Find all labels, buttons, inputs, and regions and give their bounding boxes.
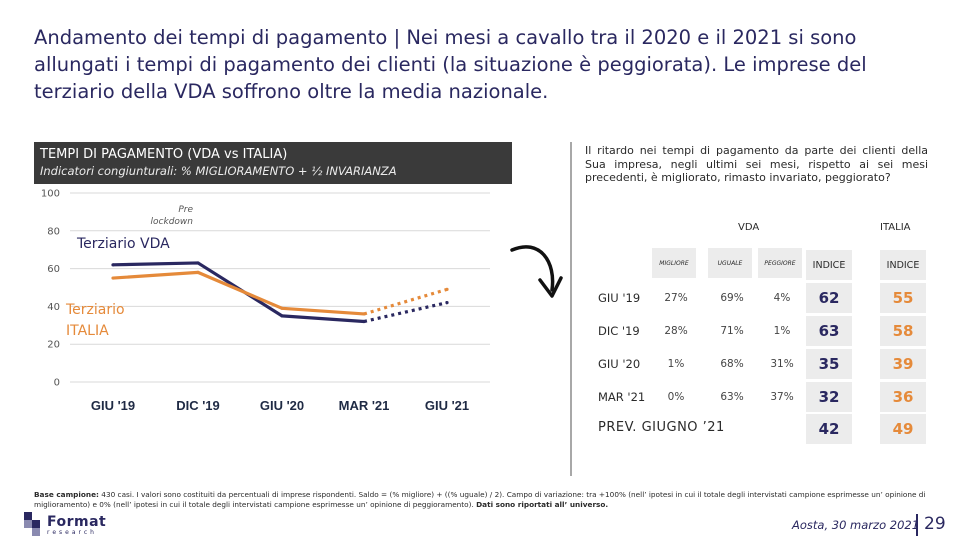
x-tick-label: GIU '20 (260, 398, 304, 413)
table-cell-uguale: 71% (720, 325, 744, 337)
data-point (196, 261, 200, 265)
footnote-text: 430 casi. I valori sono costituiti da pe… (34, 490, 926, 509)
series-forecast-italia (363, 287, 448, 316)
page-number: 29 (924, 514, 946, 534)
slide-title: Andamento dei tempi di pagamento | Nei m… (34, 24, 934, 105)
table-cell-peggiore: 1% (773, 325, 791, 337)
y-tick-label: 80 (47, 226, 60, 237)
y-tick-label: 40 (47, 302, 60, 313)
table-index-italia: 39 (880, 349, 926, 379)
data-point (280, 314, 284, 318)
table-index-italia: 36 (880, 382, 926, 412)
curved-arrow-icon (510, 245, 555, 292)
series-label-italia: Terziario ITALIA (65, 302, 125, 339)
col-header-uguale: UGUALE (708, 248, 752, 278)
chart-panel-subtitle: Indicatori congiunturali: % MIGLIORAMENT… (40, 164, 397, 178)
table-cell-migliore: 1% (667, 358, 685, 370)
table-cell-peggiore: 37% (770, 391, 794, 403)
format-logo-icon (24, 512, 40, 536)
pre-lockdown-annotation: Pre lockdown (151, 205, 194, 227)
table-header-vda: VDA (738, 222, 760, 233)
table-index-vda: 35 (806, 349, 852, 379)
table-index-vda: 63 (806, 316, 852, 346)
series-label-vda: Terziario VDA (76, 236, 170, 252)
table-row-label: GIU '20 (598, 357, 641, 371)
table-index-italia: 58 (880, 316, 926, 346)
y-tick-label: 100 (41, 189, 60, 200)
forecast-row-label: PREV. GIUGNO ’21 (598, 420, 725, 435)
table-index-vda: 32 (806, 382, 852, 412)
table-cell-migliore: 27% (664, 292, 688, 304)
col-header-peggiore: PEGGIORE (758, 248, 802, 278)
vertical-divider (570, 142, 572, 476)
x-tick-label: DIC '19 (176, 398, 220, 413)
title-rest: Nei mesi a cavallo tra il 2020 e il 2021… (34, 26, 867, 103)
table-cell-uguale: 68% (720, 358, 744, 370)
series-line-italia (112, 270, 365, 316)
data-point (362, 312, 366, 316)
x-tick-label: MAR '21 (339, 398, 390, 413)
forecast-index-italia: 49 (880, 414, 926, 444)
y-tick-label: 20 (47, 340, 60, 351)
table-cell-peggiore: 31% (770, 358, 794, 370)
footnote: Base campione: 430 casi. I valori sono c… (34, 490, 939, 510)
data-point (196, 270, 200, 274)
table-cell-migliore: 28% (664, 325, 688, 337)
index-header-vda: INDICE (806, 250, 852, 280)
footer-date: Aosta, 30 marzo 2021 (792, 518, 920, 532)
index-header-italia: INDICE (880, 250, 926, 280)
table-index-italia: 55 (880, 283, 926, 313)
col-header-migliore: MIGLIORE (652, 248, 696, 278)
series-forecast-vda (363, 301, 448, 324)
data-point (280, 306, 284, 310)
table-header-italia: ITALIA (880, 222, 911, 233)
forecast-index-vda: 42 (806, 414, 852, 444)
footnote-label: Base campione: (34, 490, 99, 499)
table-cell-migliore: 0% (667, 391, 685, 403)
table-cell-uguale: 63% (720, 391, 744, 403)
arrow-head-icon (538, 276, 563, 298)
brand-sub: research (47, 529, 97, 536)
x-tick-label: GIU '19 (91, 398, 135, 413)
data-point (445, 287, 449, 291)
table-row-label: DIC '19 (598, 324, 640, 338)
title-separator: | (393, 26, 401, 49)
title-lead: Andamento dei tempi di pagamento (34, 26, 388, 49)
series-line-vda (112, 261, 365, 324)
chart-panel-title: TEMPI DI PAGAMENTO (VDA vs ITALIA) (40, 147, 288, 162)
table-cell-uguale: 69% (720, 292, 744, 304)
x-tick-label: GIU '21 (425, 398, 469, 413)
y-tick-label: 0 (54, 378, 60, 389)
table-cell-peggiore: 4% (773, 292, 791, 304)
table-row-label: MAR '21 (598, 390, 646, 404)
data-point (111, 263, 115, 267)
question-text: Il ritardo nei tempi di pagamento da par… (585, 144, 928, 184)
page-number-bar (916, 514, 918, 536)
data-point (111, 276, 115, 280)
chart-panel-header: TEMPI DI PAGAMENTO (VDA vs ITALIA) Indic… (34, 142, 512, 184)
footnote-universe: Dati sono riportati all’ universo. (476, 500, 609, 509)
data-point (445, 301, 449, 305)
data-point (362, 319, 366, 324)
brand-name: Format (47, 514, 107, 530)
table-index-vda: 62 (806, 283, 852, 313)
table-row-label: GIU '19 (598, 291, 641, 305)
y-tick-label: 60 (47, 264, 60, 275)
